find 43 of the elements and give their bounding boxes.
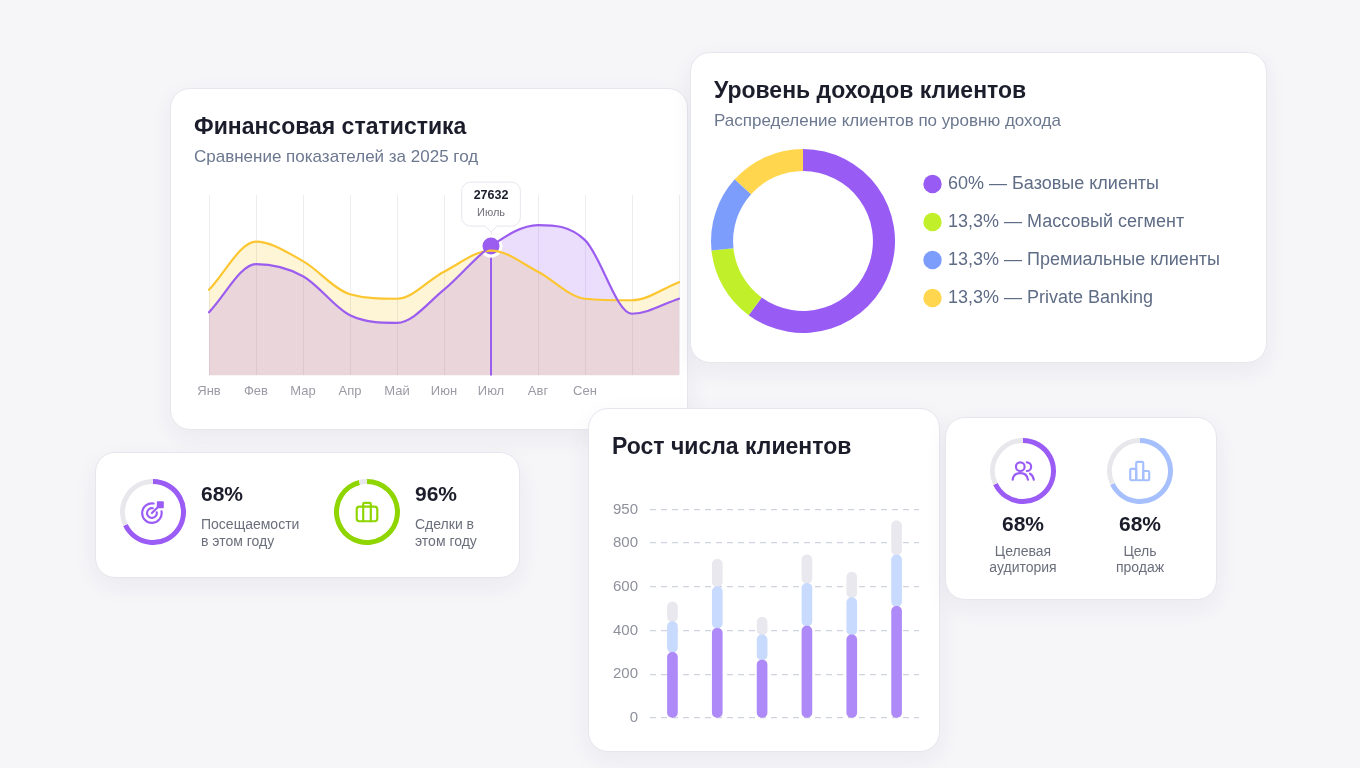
bar <box>891 554 902 607</box>
legend-label: 13,3% — Private Banking <box>948 286 1154 307</box>
text: Уровень доходов клиентов <box>714 76 1028 104</box>
x-tick-label: Авг <box>527 382 549 398</box>
legend-label: 13,3% — Массовый сегмент <box>948 210 1185 231</box>
text: Распределение клиентов по уровню дохода <box>714 110 1062 132</box>
data-label: 68% <box>1001 512 1045 536</box>
data-label: 68% <box>201 481 245 507</box>
y-tick-label: 200 <box>613 664 639 682</box>
chart-subtitle: Сравнение показателей за 2025 год <box>194 146 480 168</box>
data-label: 96% <box>415 481 459 507</box>
bar <box>667 651 678 718</box>
chart-title: Рост числа клиентов <box>612 432 853 460</box>
slice-label: Посещаемости в этом году <box>201 516 300 550</box>
y-tick-label: 800 <box>613 532 639 550</box>
bar <box>891 606 902 718</box>
x-tick-label: Июн <box>430 382 458 398</box>
x-tick-label: Мар <box>290 382 316 398</box>
legend-label: 13,3% — Премиальные клиенты <box>948 248 1221 269</box>
y-tick-label: 0 <box>629 708 639 726</box>
annotation: 27632 Июль <box>473 188 509 218</box>
bar <box>846 634 858 718</box>
bar <box>711 627 723 718</box>
bar <box>711 586 723 629</box>
bar <box>801 583 813 627</box>
bar <box>756 659 768 718</box>
chart-title: Финансовая статистика <box>194 112 468 140</box>
x-tick-label: Фев <box>243 382 269 398</box>
data-label: 68% <box>1118 512 1162 536</box>
y-tick-label: 950 <box>613 500 639 518</box>
slice-label: Сделки в этом году <box>415 516 477 550</box>
x-tick-label: Апр <box>338 382 362 398</box>
x-tick-label: Сен <box>573 382 597 398</box>
x-tick-label: Май <box>384 382 410 398</box>
legend-label: 60% — Базовые клиенты <box>948 172 1160 193</box>
slice-label: Цель продаж <box>1115 543 1165 575</box>
y-tick-label: 400 <box>613 620 639 638</box>
bar <box>846 597 858 636</box>
y-tick-label: 600 <box>613 576 639 594</box>
slice-label: Целевая аудитория <box>989 543 1057 575</box>
x-tick-label: Июл <box>477 382 505 398</box>
x-tick-label: Янв <box>197 382 221 398</box>
bar <box>801 625 813 718</box>
